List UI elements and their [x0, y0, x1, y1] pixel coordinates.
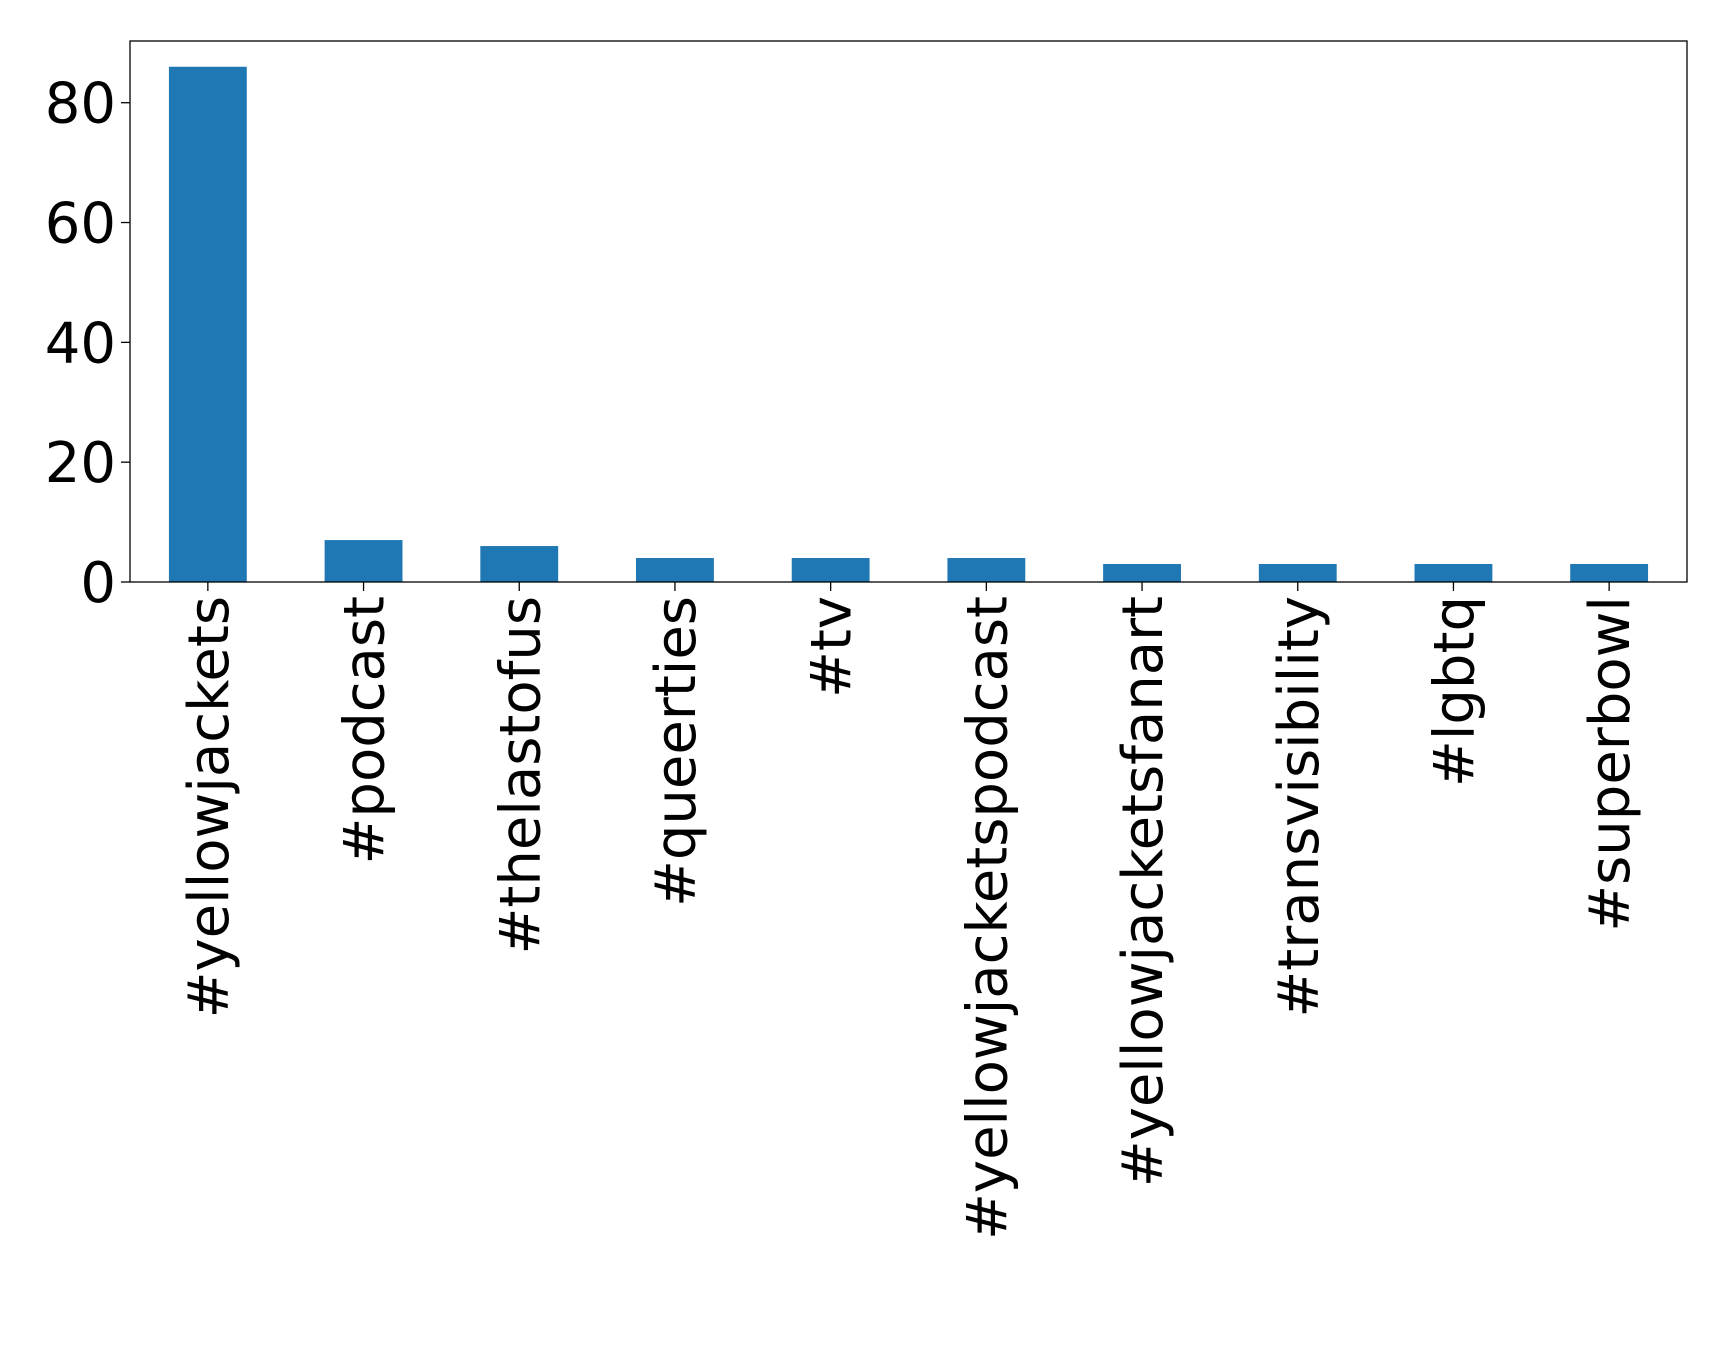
y-tick-label-1: 20 — [45, 431, 116, 496]
bar-1 — [324, 540, 403, 582]
x-axis: #yellowjackets #podcast #thelastofus #queer… — [177, 582, 1643, 1240]
x-tick-label-2: #thelastofus — [488, 596, 553, 954]
bar-8 — [1414, 564, 1493, 582]
y-tick-label-2: 40 — [45, 311, 116, 376]
bar-6 — [1103, 564, 1181, 582]
x-tick-label-4: #tv — [800, 596, 865, 698]
y-tick-label-3: 60 — [45, 192, 116, 257]
x-tick-label-6: #yellowjacketsfanart — [1111, 596, 1176, 1187]
bar-3 — [636, 558, 714, 582]
bar-7 — [1258, 564, 1337, 582]
bar-4 — [791, 558, 870, 582]
y-axis: 0 20 40 60 80 — [45, 72, 130, 616]
bar-5 — [947, 558, 1026, 582]
x-tick-label-0: #yellowjackets — [177, 596, 242, 1018]
bars-group — [168, 66, 1649, 582]
x-tick-label-3: #queerties — [644, 596, 709, 907]
bar-2 — [480, 546, 559, 582]
plot-frame — [129, 40, 1688, 583]
x-tick-label-7: #transvisibility — [1267, 596, 1332, 1018]
y-tick-label-4: 80 — [45, 72, 116, 137]
bar-9 — [1570, 564, 1649, 582]
x-tick-label-1: #podcast — [333, 596, 398, 865]
x-tick-label-5: #yellowjacketspodcast — [955, 596, 1020, 1240]
y-tick-label-0: 0 — [80, 551, 116, 616]
x-tick-label-9: #superbowl — [1578, 596, 1643, 932]
bar-0 — [168, 66, 247, 582]
x-tick-label-8: #lgbtq — [1422, 596, 1487, 787]
